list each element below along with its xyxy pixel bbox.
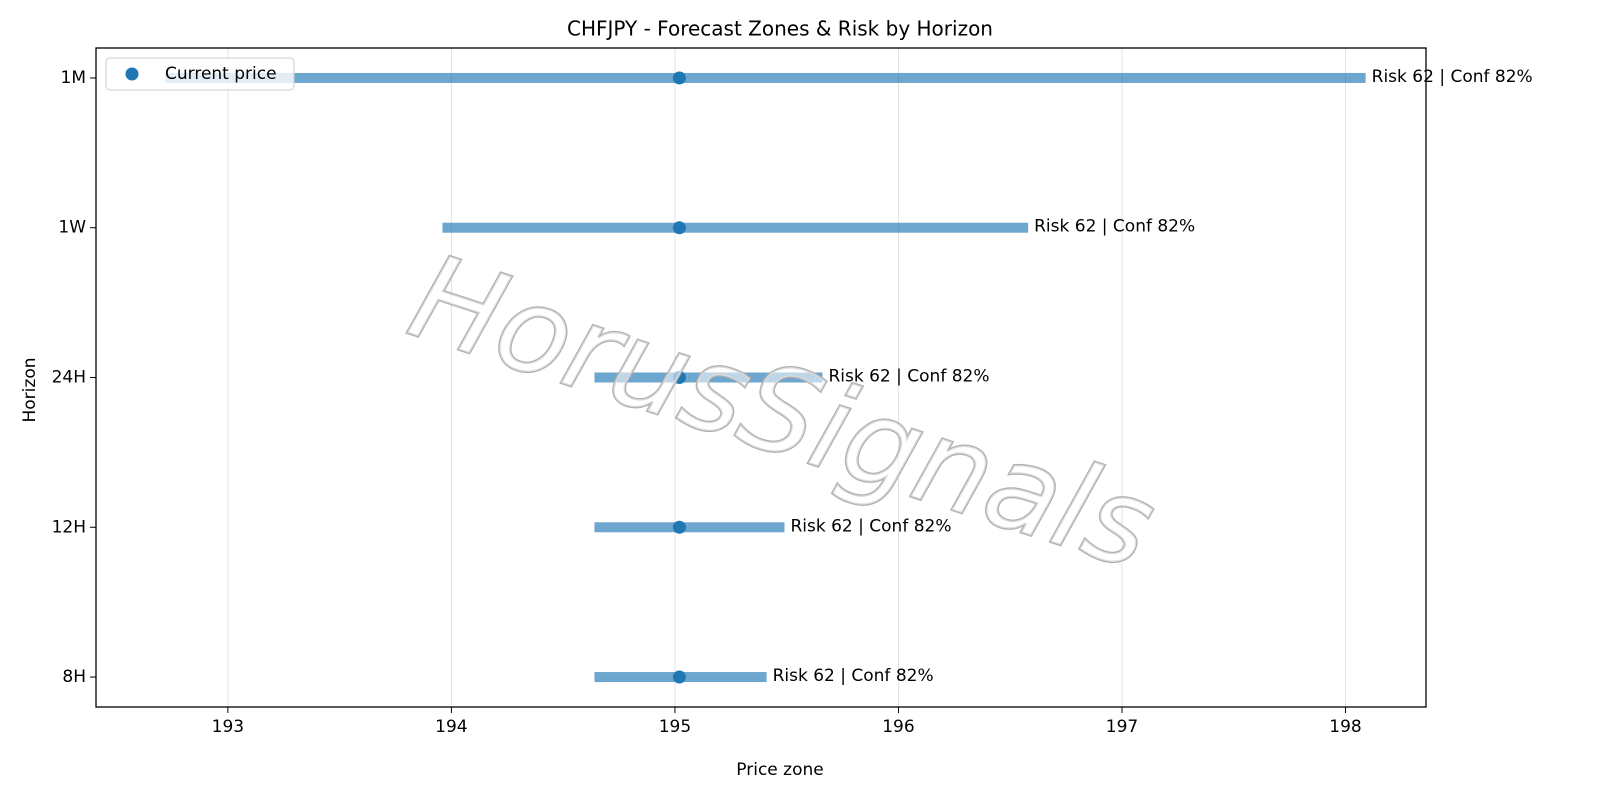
range-bar [594, 522, 785, 533]
y-tick-label: 8H [62, 667, 86, 687]
current-price-dot [672, 520, 686, 534]
legend-label: Current price [165, 64, 277, 84]
range-bar [594, 372, 823, 383]
current-price-dot [672, 71, 686, 85]
x-tick-label: 197 [1106, 717, 1138, 737]
risk-label: Risk 62 | Conf 82% [773, 666, 934, 686]
risk-label: Risk 62 | Conf 82% [790, 516, 951, 536]
plot: Risk 62 | Conf 82% Risk 62 | Conf 82% Risk… [165, 67, 1533, 686]
x-tick-label: 195 [659, 717, 691, 737]
risk-label: Risk 62 | Conf 82% [1034, 217, 1195, 237]
y-tick-label: 12H [52, 517, 86, 537]
legend-marker [125, 67, 139, 81]
y-tick-label: 1W [58, 218, 86, 238]
x-tick-label: 198 [1329, 717, 1361, 737]
y-tick-label: 1M [61, 68, 86, 88]
risk-label: Risk 62 | Conf 82% [1372, 67, 1533, 87]
y-axis-label: Horizon [20, 358, 40, 423]
x-tick-label: 196 [882, 717, 914, 737]
watermark: HorusSignals [395, 227, 1170, 596]
risk-label: Risk 62 | Conf 82% [828, 367, 989, 387]
current-price-dot [672, 371, 686, 384]
x-tick-label: 193 [212, 717, 244, 737]
range-bar [442, 222, 1029, 233]
legend: Current price [105, 57, 295, 91]
y-tick-label: 24H [52, 368, 86, 388]
range-bar [165, 72, 1366, 83]
x-axis-label: Price zone [736, 760, 823, 780]
chart-title: CHFJPY - Forecast Zones & Risk by Horizo… [567, 17, 993, 41]
x-tick-label: 194 [435, 717, 467, 737]
current-price-dot [672, 670, 686, 684]
legend-box [105, 57, 295, 91]
current-price-dot [672, 221, 686, 235]
